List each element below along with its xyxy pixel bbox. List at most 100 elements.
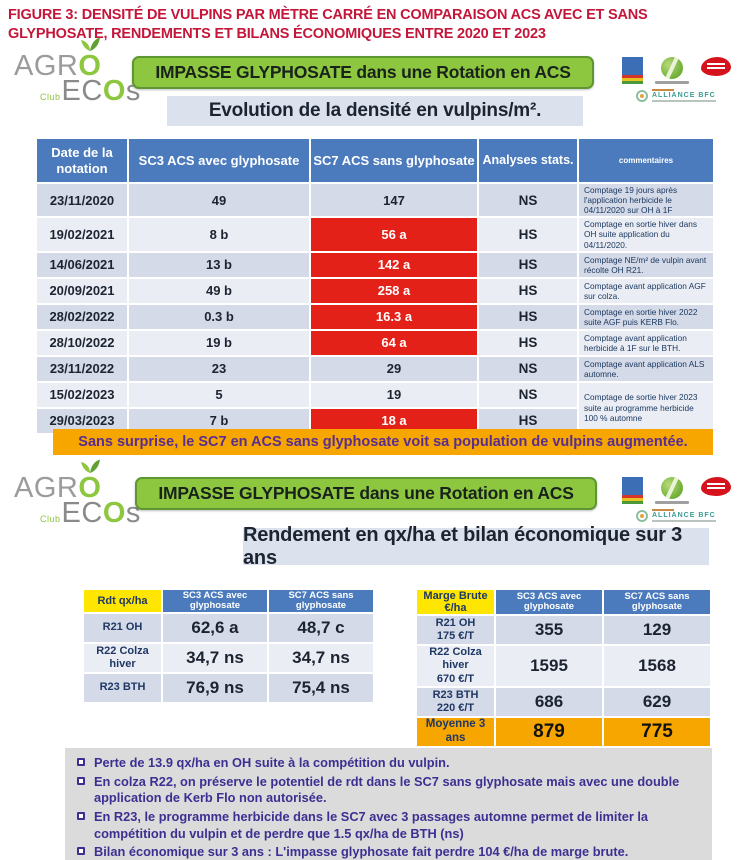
alliance-bfc-logo: ALLIANCE BFC bbox=[636, 509, 716, 522]
sc3-value-cell: 5 bbox=[127, 380, 311, 409]
density-row: 28/10/2022 19 b 64 a HS Comptage avant appli… bbox=[35, 328, 715, 357]
sc3-value-cell: 19 b bbox=[127, 328, 311, 357]
figure-title: FIGURE 3: DENSITÉ DE VULPINS PAR MÈTRE C… bbox=[8, 7, 648, 42]
partner-logos-row bbox=[621, 477, 731, 504]
agroecos-logo-line1: AGR O bbox=[14, 37, 132, 82]
flag-stripes bbox=[621, 75, 643, 84]
comment-cell: Comptage en sortie hiver dans OH suite a… bbox=[577, 216, 715, 253]
logo-club-text: Club bbox=[40, 514, 61, 524]
date-cell: 23/11/2022 bbox=[35, 354, 129, 383]
comment-cell: Comptage en sortie hiver 2022 suite AGF … bbox=[577, 302, 715, 331]
globe-caption bbox=[654, 81, 689, 84]
note-item: En R23, le programme herbicide dans le S… bbox=[77, 809, 702, 842]
margin-table: Marge Brute €/ha SC3 ACS avec glyphosate… bbox=[415, 587, 712, 748]
partner-logos-row bbox=[621, 57, 731, 84]
yield-row: R22 Colza hiver 34,7 ns 34,7 ns bbox=[82, 642, 375, 674]
margin-col-sc7: SC7 ACS sans glyphosate bbox=[602, 587, 712, 617]
conclusion-banner: Sans surprise, le SC7 en ACS sans glypho… bbox=[53, 429, 713, 455]
blue-flag-logo-icon bbox=[621, 57, 643, 84]
margin-col-sc3: SC3 ACS avec glyphosate bbox=[494, 587, 604, 617]
sprout-icon bbox=[81, 459, 101, 473]
blue-flag-logo-icon bbox=[621, 477, 643, 504]
alliance-sub-bar bbox=[652, 100, 716, 102]
sc7-margin-cell: 1568 bbox=[602, 644, 712, 688]
crop-label-cell: R21 OH bbox=[82, 612, 163, 644]
col-header-stats: Analyses stats. bbox=[477, 137, 579, 184]
density-table-body: 23/11/2020 49 147 NS Comptage 19 jours après… bbox=[35, 181, 715, 435]
alliance-text-block: ALLIANCE BFC bbox=[652, 89, 716, 102]
agroecos-logo: AGR O ClubECOs bbox=[14, 459, 140, 529]
date-cell: 15/02/2023 bbox=[35, 380, 129, 409]
note-text: En R23, le programme herbicide dans le S… bbox=[94, 808, 649, 841]
crop-price: 220 €/T bbox=[436, 701, 475, 714]
sc3-summary-cell: 879 bbox=[494, 715, 604, 748]
sc7-summary-cell: 775 bbox=[602, 715, 712, 748]
comment-cell: Comptage de sortie hiver 2023 suite au p… bbox=[577, 380, 715, 435]
crop-price: 670 €/T bbox=[436, 672, 475, 685]
yield-col-sc7: SC7 ACS sans glyphosate bbox=[267, 588, 375, 614]
crop-label: R22 Colza hiver bbox=[429, 646, 482, 672]
alliance-top-bar bbox=[652, 509, 674, 511]
globe-caption bbox=[654, 501, 689, 504]
yield-row: R21 OH 62,6 a 48,7 c bbox=[82, 612, 375, 644]
red-oval-logo-icon bbox=[700, 477, 731, 496]
stats-cell: HS bbox=[477, 302, 579, 331]
density-table: Date de la notation SC3 ACS avec glyphos… bbox=[35, 137, 715, 435]
sc3-value-cell: 0.3 b bbox=[127, 302, 311, 331]
agroecos-logo-line1: AGR O bbox=[14, 459, 132, 503]
alliance-bfc-logo: ALLIANCE BFC bbox=[636, 89, 716, 102]
date-cell: 23/11/2020 bbox=[35, 181, 129, 219]
note-item: Bilan économique sur 3 ans : L'impasse g… bbox=[77, 844, 702, 860]
crop-label-cell: R22 Colza hiver 670 €/T bbox=[415, 644, 496, 688]
section2-banner: IMPASSE GLYPHOSATE dans une Rotation en … bbox=[135, 477, 597, 510]
density-row: 23/11/2020 49 147 NS Comptage 19 jours après… bbox=[35, 181, 715, 219]
sc7-yield-cell: 75,4 ns bbox=[267, 672, 375, 704]
margin-summary-row: Moyenne 3 ans 879 775 bbox=[415, 715, 712, 748]
summary-label-cell: Moyenne 3 ans bbox=[415, 715, 496, 748]
logo-text: EC bbox=[61, 75, 103, 107]
sc3-value-cell: 23 bbox=[127, 354, 311, 383]
sc3-value-cell: 13 b bbox=[127, 250, 311, 279]
stats-cell: NS bbox=[477, 181, 579, 219]
sc7-margin-cell: 629 bbox=[602, 685, 712, 718]
flag-stripes bbox=[621, 495, 643, 504]
crop-label-cell: R23 BTH bbox=[82, 672, 163, 704]
crop-label: R21 OH bbox=[435, 617, 476, 629]
alliance-label: ALLIANCE BFC bbox=[652, 92, 716, 99]
note-text: En colza R22, on préserve le potentiel d… bbox=[94, 773, 680, 806]
sc3-yield-cell: 62,6 a bbox=[161, 612, 269, 644]
checkbox-icon bbox=[77, 847, 85, 856]
density-row: 19/02/2021 8 b 56 a HS Comptage en sortie hi… bbox=[35, 216, 715, 253]
logo-green-o: O bbox=[102, 497, 126, 529]
crop-price: 175 €/T bbox=[436, 630, 475, 643]
logo-green-o: O bbox=[78, 50, 102, 82]
margin-table-body: R21 OH 175 €/T 355 129 R22 Colza hiver 670 €/… bbox=[415, 614, 712, 748]
sc7-value-cell: 258 a bbox=[309, 276, 479, 305]
margin-row: R23 BTH 220 €/T 686 629 bbox=[415, 685, 712, 718]
comment-cell: Comptage NE/m² de vulpin avant récolte O… bbox=[577, 250, 715, 279]
agroecos-logo-line2: ClubECOs bbox=[40, 497, 140, 529]
cereal-globe-logo bbox=[654, 477, 689, 504]
stats-cell: HS bbox=[477, 250, 579, 279]
sc7-yield-cell: 34,7 ns bbox=[267, 642, 375, 674]
alliance-ring-icon bbox=[636, 89, 648, 102]
alliance-sub-bar bbox=[652, 520, 716, 522]
green-globe-icon bbox=[660, 477, 683, 499]
green-globe-icon bbox=[660, 57, 683, 79]
date-cell: 20/09/2021 bbox=[35, 276, 129, 305]
notes-box: Perte de 13.9 qx/ha en OH suite à la com… bbox=[65, 748, 712, 860]
note-text: Perte de 13.9 qx/ha en OH suite à la com… bbox=[94, 755, 450, 770]
sc3-yield-cell: 34,7 ns bbox=[161, 642, 269, 674]
margin-row: R22 Colza hiver 670 €/T 1595 1568 bbox=[415, 644, 712, 688]
margin-corner-header: Marge Brute €/ha bbox=[415, 587, 496, 617]
red-oval-logo-icon bbox=[700, 57, 731, 76]
density-row: 15/02/2023 5 19 NS Comptage de sortie hiver … bbox=[35, 380, 715, 435]
sc7-value-cell: 64 a bbox=[309, 328, 479, 357]
yield-col-sc3: SC3 ACS avec glyphosate bbox=[161, 588, 269, 614]
yield-corner-header: Rdt qx/ha bbox=[82, 588, 163, 614]
sc7-yield-cell: 48,7 c bbox=[267, 612, 375, 644]
logo-green-o: O bbox=[102, 75, 126, 107]
checkbox-icon bbox=[77, 776, 85, 785]
yield-table-header-row: Rdt qx/ha SC3 ACS avec glyphosate SC7 AC… bbox=[82, 588, 375, 614]
crop-label: R23 BTH bbox=[432, 688, 479, 701]
